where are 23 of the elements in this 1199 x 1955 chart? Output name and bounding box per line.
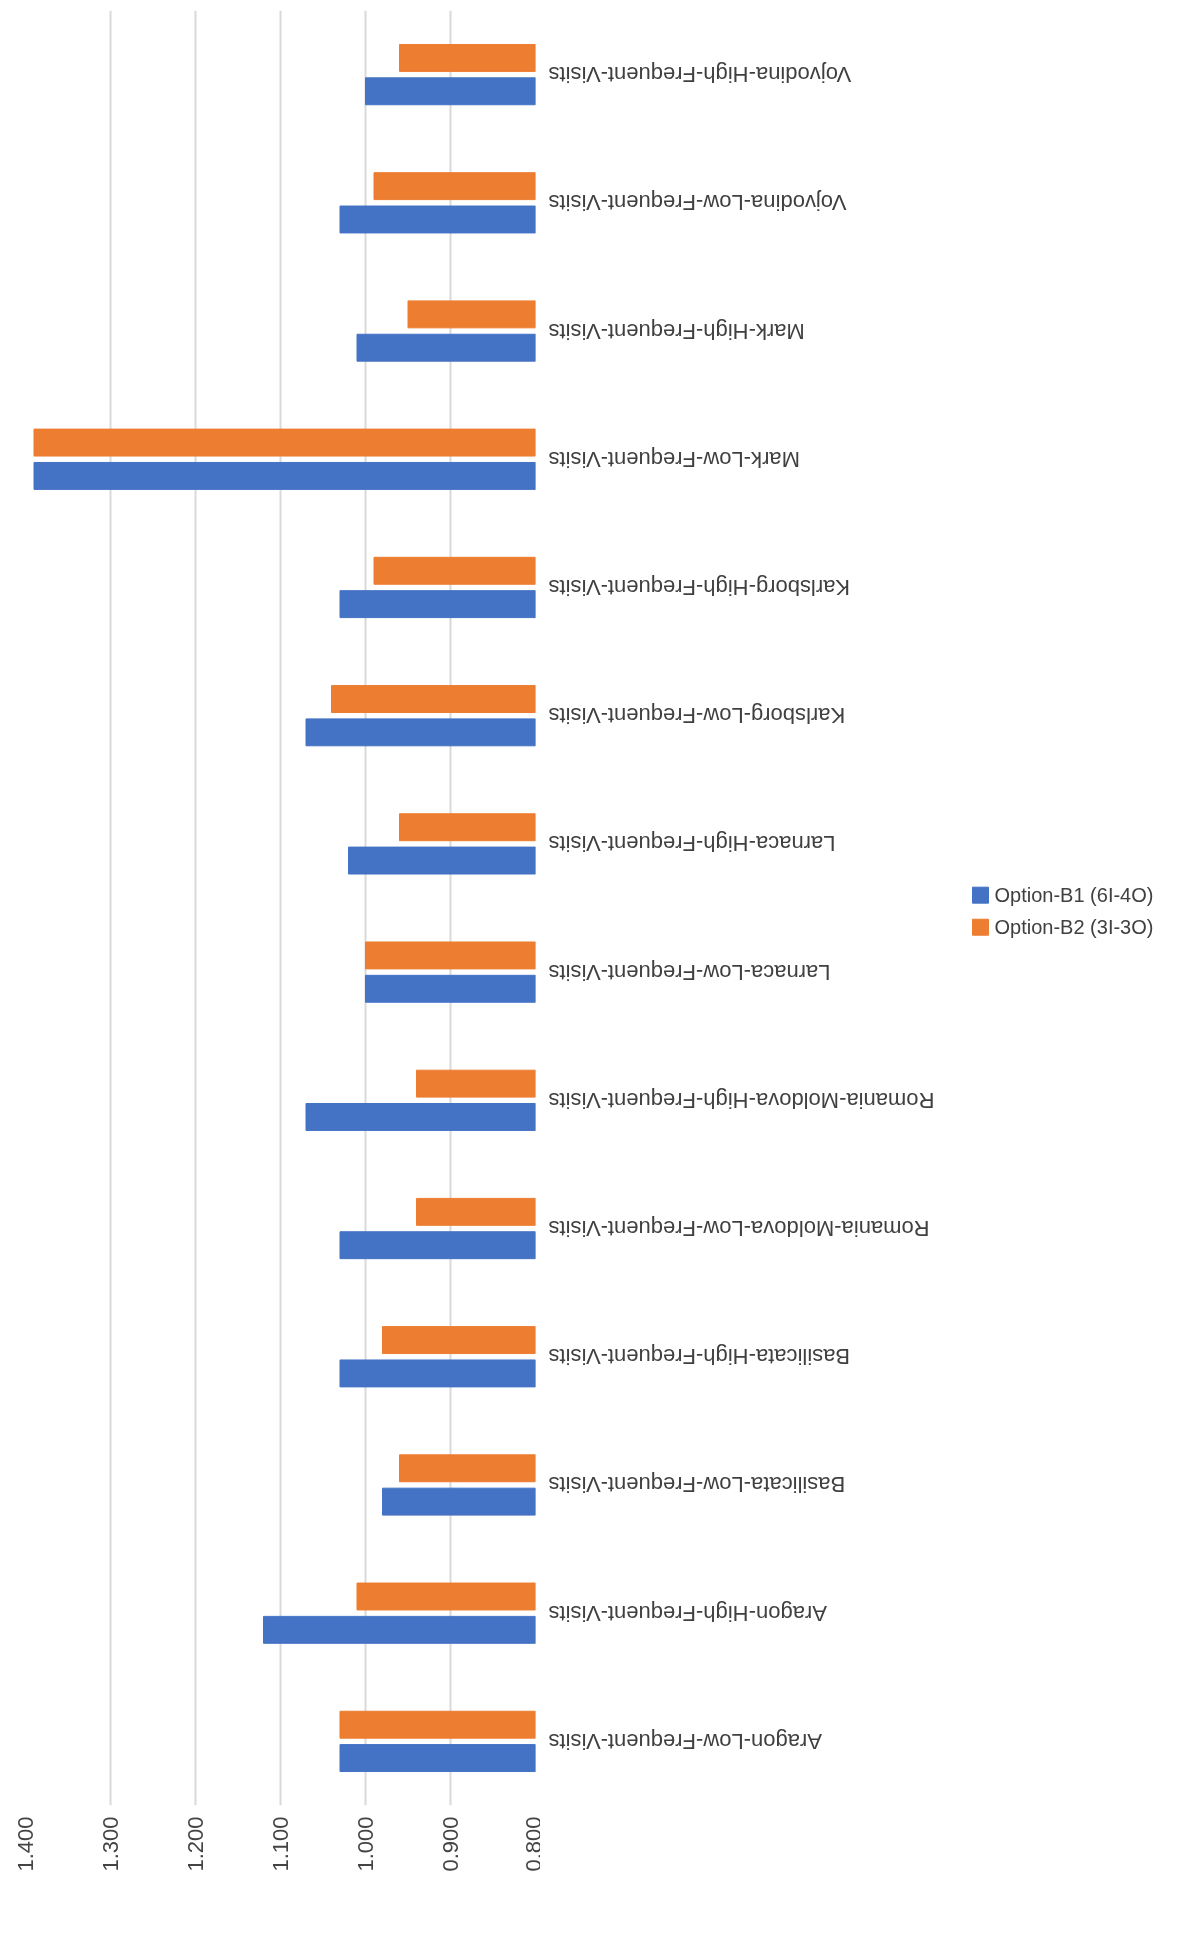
y-tick-label: Vojvodina-High-Frequent-Visits — [548, 62, 852, 88]
y-tick-label: Karlsborg-High-Frequent-Visits — [548, 574, 851, 600]
y-tick-label: Karlsborg-Low-Frequent-Visits — [548, 703, 846, 729]
y-tick-label: Mark-Low-Frequent-Visits — [548, 446, 800, 472]
x-tick-label: 0.800 — [520, 1816, 546, 1872]
x-tick-label: 1.400 — [13, 1816, 38, 1872]
x-tick-label: 1.000 — [353, 1816, 378, 1872]
x-tick-label: 1.100 — [268, 1816, 293, 1872]
x-tick-label: 0.900 — [438, 1816, 463, 1872]
x-tick-label: 1.200 — [183, 1816, 208, 1872]
y-tick-label: Basilicata-Low-Frequent-Visits — [548, 1472, 846, 1498]
y-tick-label: Basilicata-High-Frequent-Visits — [548, 1344, 851, 1370]
y-tick-label: Romania-Moldova-Low-Frequent-Visits — [548, 1216, 930, 1242]
y-tick-label: Romania-Moldova-High-Frequent-Visits — [548, 1087, 935, 1113]
y-tick-label: Aragon-High-Frequent-Visits — [548, 1600, 827, 1626]
y-tick-label: Larnaca-High-Frequent-Visits — [548, 831, 836, 857]
legend-label: Option-B2 (3I-3O) — [994, 916, 1154, 939]
y-tick-label: Aragon-Low-Frequent-Visits — [548, 1728, 822, 1754]
y-tick-label: Mark-High-Frequent-Visits — [548, 318, 805, 344]
x-tick-label: 1.300 — [98, 1816, 123, 1872]
y-tick-label: Vojvodina-Low-Frequent-Visits — [548, 190, 847, 216]
legend-label: Option-B1 (6I-4O) — [994, 884, 1154, 907]
y-tick-label: Larnaca-Low-Frequent-Visits — [548, 959, 831, 985]
